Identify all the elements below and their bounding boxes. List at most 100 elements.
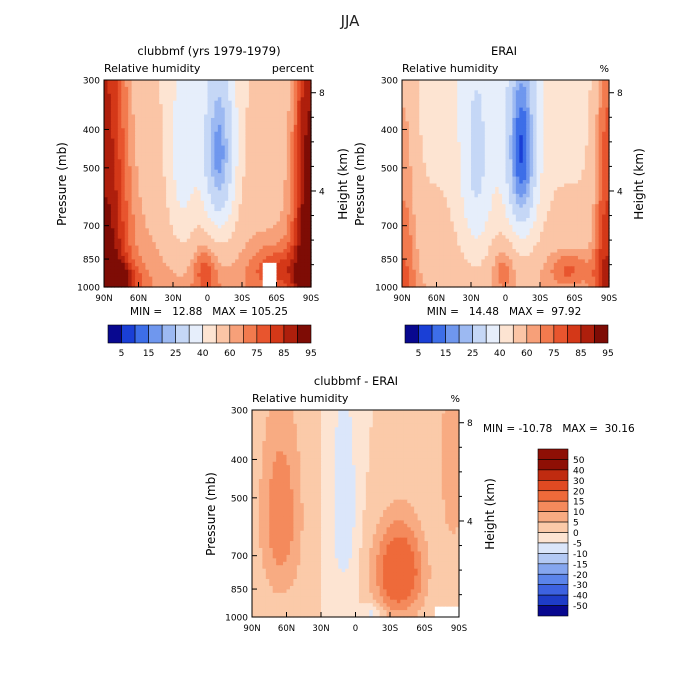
heatmap-cell bbox=[276, 235, 281, 240]
heatmap-cell bbox=[110, 180, 115, 185]
heatmap-cell bbox=[159, 280, 164, 285]
heatmap-cell bbox=[176, 259, 181, 264]
heatmap-cell bbox=[159, 283, 164, 288]
heatmap-cell bbox=[304, 93, 309, 98]
heatmap-cell bbox=[266, 273, 271, 278]
heatmap-cell bbox=[183, 135, 188, 140]
heatmap-cell bbox=[262, 135, 267, 140]
heatmap-cell bbox=[453, 100, 458, 105]
heatmap-cell bbox=[436, 124, 441, 129]
heatmap-cell bbox=[252, 180, 257, 185]
heatmap-cell bbox=[207, 280, 212, 285]
heatmap-cell bbox=[114, 193, 119, 198]
heatmap-cell bbox=[166, 269, 171, 274]
heatmap-cell bbox=[245, 186, 250, 191]
heatmap-cell bbox=[245, 218, 250, 223]
heatmap-cell bbox=[235, 128, 240, 133]
heatmap-cell bbox=[217, 242, 222, 247]
heatmap-cell bbox=[508, 149, 513, 154]
heatmap-cell bbox=[457, 114, 462, 119]
heatmap-cell bbox=[152, 162, 157, 167]
heatmap-cell bbox=[228, 273, 233, 278]
heatmap-cell bbox=[224, 273, 229, 278]
heatmap-cell bbox=[245, 242, 250, 247]
heatmap-cell bbox=[269, 273, 274, 278]
heatmap-cell bbox=[179, 176, 184, 181]
heatmap-cell bbox=[484, 90, 489, 95]
heatmap-cell bbox=[266, 235, 271, 240]
heatmap-cell bbox=[141, 204, 146, 209]
heatmap-cell bbox=[304, 104, 309, 109]
heatmap-cell bbox=[166, 152, 171, 157]
heatmap-cell bbox=[269, 231, 274, 236]
heatmap-cell bbox=[155, 214, 160, 219]
heatmap-cell bbox=[121, 176, 126, 181]
heatmap-cell bbox=[235, 235, 240, 240]
heatmap-cell bbox=[117, 228, 122, 233]
heatmap-cell bbox=[536, 107, 541, 112]
heatmap-cell bbox=[505, 131, 510, 136]
heatmap-cell bbox=[183, 190, 188, 195]
heatmap-cell bbox=[279, 135, 284, 140]
heatmap-cell bbox=[193, 224, 198, 229]
heatmap-cell bbox=[519, 107, 524, 112]
heatmap-cell bbox=[200, 280, 205, 285]
heatmap-cell bbox=[114, 245, 119, 250]
heatmap-cell bbox=[269, 90, 274, 95]
heatmap-cell bbox=[307, 135, 312, 140]
heatmap-cell bbox=[145, 228, 150, 233]
heatmap-cell bbox=[436, 142, 441, 147]
heatmap-cell bbox=[173, 176, 178, 181]
heatmap-cell bbox=[279, 211, 284, 216]
heatmap-cell bbox=[415, 155, 420, 160]
heatmap-cell bbox=[553, 86, 558, 91]
heatmap-cell bbox=[515, 138, 520, 143]
heatmap-cell bbox=[238, 114, 243, 119]
heatmap-cell bbox=[571, 131, 576, 136]
heatmap-cell bbox=[145, 197, 150, 202]
heatmap-cell bbox=[169, 142, 174, 147]
heatmap-cell bbox=[128, 242, 133, 247]
heatmap-cell bbox=[581, 83, 586, 88]
heatmap-cell bbox=[255, 80, 260, 85]
heatmap-cell bbox=[245, 117, 250, 122]
heatmap-cell bbox=[235, 200, 240, 205]
heatmap-cell bbox=[286, 218, 291, 223]
heatmap-cell bbox=[210, 128, 215, 133]
heatmap-cell bbox=[553, 83, 558, 88]
heatmap-cell bbox=[162, 142, 167, 147]
heatmap-cell bbox=[297, 211, 302, 216]
heatmap-cell bbox=[567, 107, 572, 112]
heatmap-cell bbox=[231, 228, 236, 233]
heatmap-cell bbox=[166, 200, 171, 205]
heatmap-cell bbox=[193, 218, 198, 223]
heatmap-cell bbox=[433, 128, 438, 133]
heatmap-cell bbox=[107, 142, 112, 147]
heatmap-cell bbox=[210, 124, 215, 129]
heatmap-cell bbox=[266, 255, 271, 260]
heatmap-cell bbox=[293, 273, 298, 278]
heatmap-cell bbox=[110, 221, 115, 226]
heatmap-cell bbox=[307, 90, 312, 95]
heatmap-cell bbox=[214, 280, 219, 285]
heatmap-cell bbox=[252, 128, 257, 133]
heatmap-cell bbox=[231, 255, 236, 260]
heatmap-cell bbox=[193, 162, 198, 167]
heatmap-cell bbox=[107, 111, 112, 116]
heatmap-cell bbox=[602, 145, 607, 150]
heatmap-cell bbox=[124, 262, 129, 267]
heatmap-cell bbox=[269, 97, 274, 102]
heatmap-cell bbox=[553, 138, 558, 143]
heatmap-cell bbox=[217, 200, 222, 205]
heatmap-cell bbox=[173, 80, 178, 85]
heatmap-cell bbox=[540, 117, 545, 122]
heatmap-cell bbox=[546, 135, 551, 140]
heatmap-cell bbox=[159, 269, 164, 274]
heatmap-cell bbox=[145, 218, 150, 223]
heatmap-cell bbox=[550, 128, 555, 133]
heatmap-cell bbox=[300, 152, 305, 157]
heatmap-cell bbox=[155, 162, 160, 167]
heatmap-cell bbox=[515, 121, 520, 126]
heatmap-cell bbox=[169, 107, 174, 112]
heatmap-cell bbox=[245, 259, 250, 264]
